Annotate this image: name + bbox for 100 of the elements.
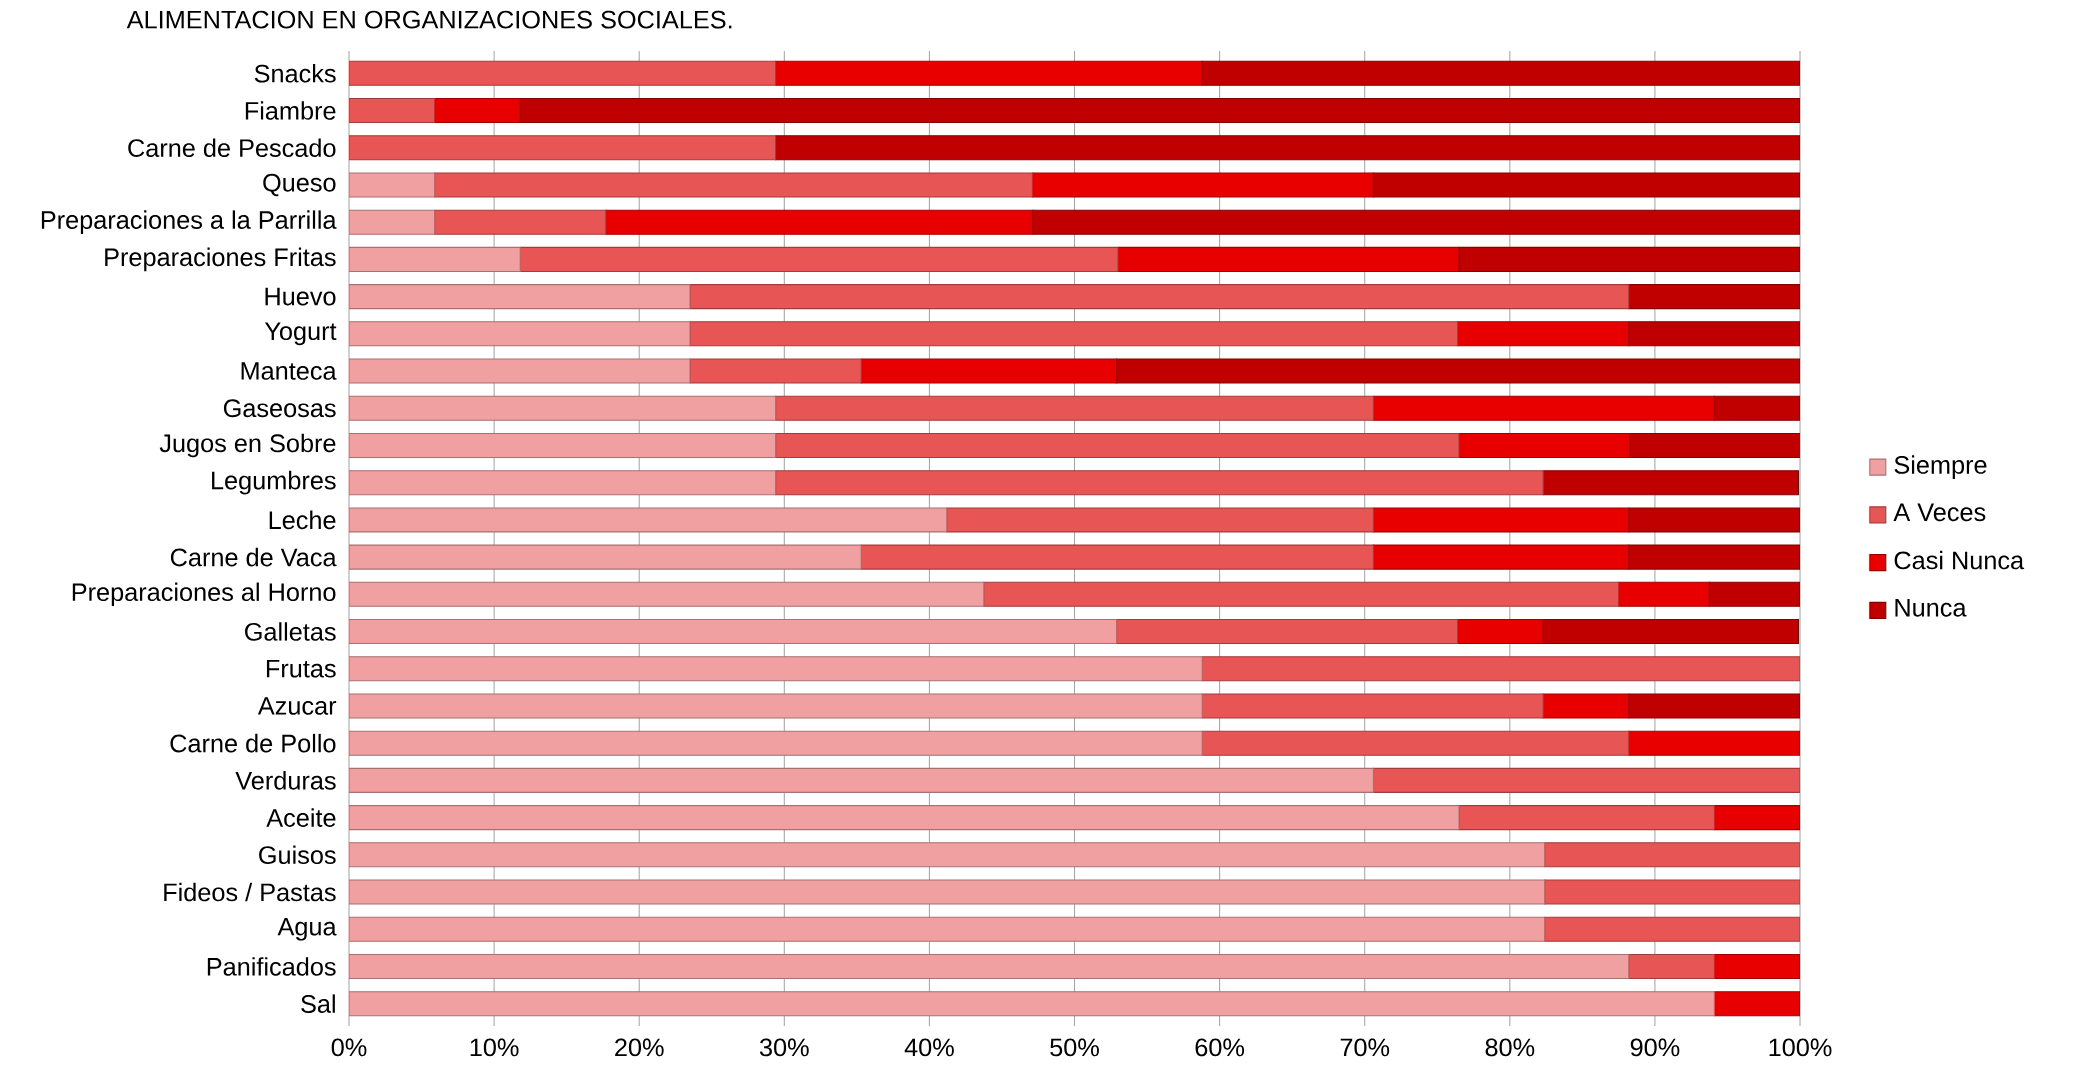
bar [1372,395,1715,421]
bar [349,953,1630,979]
bar [860,358,1118,384]
y-tick-label: Preparaciones Fritas [105,247,336,272]
bar [1542,619,1800,645]
bar [349,432,777,458]
bar [1628,507,1801,533]
bar [1457,619,1544,645]
y-tick-label: Snacks [254,64,336,83]
x-tick-label: 30% [759,1038,809,1057]
y-tick-label: Guisos [259,845,336,865]
bar [1544,916,1801,942]
bar [349,470,777,496]
y-tick-label: Manteca [241,362,337,380]
bar [1116,358,1801,384]
bar [775,135,1801,161]
bar [775,60,1203,86]
bar [1372,544,1630,570]
bar [349,730,1203,756]
bar [983,581,1620,607]
bar [1031,172,1374,198]
bar [1458,246,1801,272]
bar [1201,730,1630,756]
y-tick-label: Gaseosas [223,399,336,418]
bar [349,693,1203,719]
bar [1713,805,1801,831]
bar [775,470,1544,496]
bar [1629,432,1801,458]
x-tick-label: 40% [904,1038,954,1057]
y-tick-label: Leche [269,510,336,530]
bar [1458,432,1631,458]
bar [349,991,1715,1017]
bar [1201,656,1801,682]
bar [1628,730,1801,756]
bar [349,544,862,570]
bar [1628,284,1801,310]
bar [1542,693,1630,719]
x-tick-label: 20% [615,1038,664,1057]
x-tick-label: 70% [1340,1038,1390,1057]
bar [775,432,1460,458]
bar [349,916,1546,942]
y-tick-label: Azucar [257,697,337,715]
bar [1542,470,1800,496]
legend-label: Casi Nunca [1894,550,2025,570]
bar [349,60,777,86]
bar [434,209,607,235]
legend-label: Nunca [1895,599,1967,617]
y-tick-label: Fideos / Pastas [164,882,336,902]
x-tick-label: 80% [1485,1038,1535,1057]
legend-label: Siempre [1894,455,1987,479]
bar [349,321,691,347]
bar [349,767,1374,793]
bar [349,98,436,124]
bar [946,507,1374,533]
y-tick-label: Carne de Vaca [170,547,337,567]
bar [349,209,436,235]
bar [349,246,521,272]
bar [1628,321,1801,347]
y-tick-label: Preparaciones a la Parrilla [41,210,337,234]
y-tick-label: Agua [277,917,337,941]
bar [775,395,1374,421]
bar [689,321,1459,347]
x-tick-label: 90% [1630,1038,1680,1057]
y-tick-label: Aceite [266,808,336,827]
x-tick-label: 50% [1050,1038,1099,1057]
bar [519,98,1801,124]
y-tick-label: Fiambre [245,101,336,120]
bar [1201,693,1544,719]
y-tick-label: Carne de Pescado [128,138,336,158]
bar [605,209,1033,235]
chart-title: ALIMENTACION EN ORGANIZACIONES SOCIALES. [126,10,732,29]
bar [349,284,691,310]
bar [349,581,985,607]
bar [1201,60,1801,86]
y-tick-label: Galletas [245,622,336,641]
y-tick-label: Panificados [207,957,336,976]
bar [1628,544,1801,570]
bar [689,358,862,384]
bar [349,879,1546,905]
bar [860,544,1374,570]
x-tick-label: 60% [1195,1038,1245,1057]
y-tick-label: Yogurt [264,322,337,346]
y-tick-label: Legumbres [212,470,336,495]
bar [349,656,1203,682]
bar [1117,246,1460,272]
bar [434,172,1033,198]
y-tick-label: Carne de Pollo [170,733,336,753]
bar [1116,619,1459,645]
bar [1457,321,1630,347]
bar [1713,991,1801,1017]
bar [1544,842,1801,868]
bar [349,135,777,161]
bar [1458,805,1715,831]
bar [349,172,436,198]
x-tick-label: 100% [1769,1038,1832,1057]
bar [349,619,1118,645]
y-tick-label: Verduras [235,771,336,790]
bar [1713,395,1801,421]
y-tick-label: Sal [301,994,335,1013]
bar [1544,879,1801,905]
